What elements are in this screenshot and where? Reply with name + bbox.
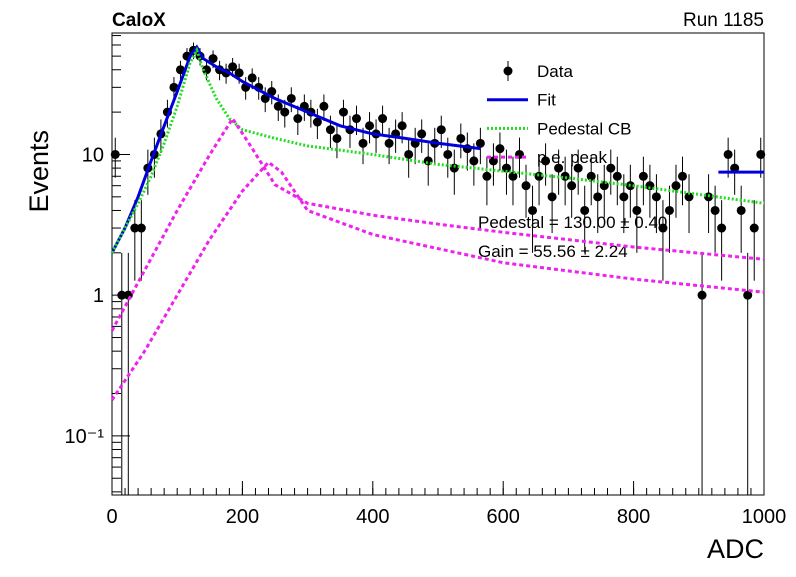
- data-point: [352, 114, 361, 124]
- data-point: [710, 205, 720, 215]
- data-point: [749, 223, 759, 233]
- y-tick-label: 10⁻¹: [65, 426, 105, 448]
- data-point: [632, 205, 642, 215]
- data-point: [293, 114, 303, 124]
- data-point: [730, 163, 740, 173]
- data-point: [130, 223, 140, 233]
- data-point: [638, 171, 648, 181]
- chart-subtitle: Run 1185: [683, 10, 764, 31]
- data-point: [332, 133, 342, 143]
- data-point: [671, 181, 681, 191]
- data-point: [469, 156, 479, 166]
- fit-curve: [110, 115, 765, 401]
- data-point: [482, 171, 492, 181]
- data-point: [547, 192, 557, 202]
- y-axis-title: Events: [24, 130, 54, 213]
- data-point: [110, 149, 120, 159]
- data-point: [554, 163, 564, 173]
- data-point: [580, 205, 590, 215]
- data-point: [234, 68, 244, 78]
- data-point: [280, 107, 290, 117]
- x-axis-title: ADC: [707, 534, 764, 564]
- data-point: [247, 73, 257, 83]
- data-point: [208, 54, 218, 64]
- data-point: [136, 223, 146, 233]
- legend-label: Fit: [537, 91, 556, 110]
- data-point: [717, 223, 727, 233]
- legend-label: Pedestal CB: [537, 119, 632, 138]
- data-point: [378, 114, 388, 124]
- data-point: [449, 163, 459, 173]
- data-point: [443, 149, 453, 159]
- data-point: [567, 181, 577, 191]
- legend-label: Data: [537, 62, 573, 81]
- data-point: [228, 62, 238, 72]
- x-tick-label: 200: [226, 506, 259, 528]
- legend-label: p.e. peak: [537, 148, 607, 167]
- fit-curve: [110, 44, 764, 254]
- data-point: [312, 117, 322, 127]
- x-tick-label: 1000: [742, 506, 787, 528]
- data-point: [175, 65, 185, 75]
- data-point: [319, 101, 329, 111]
- data-point: [723, 149, 733, 159]
- y-tick-label: 10: [82, 144, 104, 166]
- data-point: [664, 205, 674, 215]
- data-point: [541, 156, 551, 166]
- data-point: [397, 121, 407, 131]
- data-point: [743, 290, 753, 300]
- data-point: [501, 163, 511, 173]
- plot-frame: [111, 32, 765, 496]
- x-tick-label: 600: [487, 506, 520, 528]
- data-point: [325, 125, 335, 135]
- data-point: [736, 205, 746, 215]
- fit-curve: [110, 46, 765, 254]
- annotation: Gain = 55.56 ± 2.24: [478, 242, 628, 261]
- data-point: [286, 93, 296, 103]
- data-point: [619, 192, 629, 202]
- annotation: Pedestal = 130.00 ± 0.40: [478, 213, 667, 232]
- data-point: [678, 171, 687, 181]
- data-point: [606, 163, 616, 173]
- chart-title: CaloX: [112, 10, 166, 31]
- x-tick-label: 800: [617, 506, 650, 528]
- data-point: [436, 125, 446, 135]
- data-point: [384, 138, 394, 148]
- legend-marker: [503, 66, 513, 76]
- data-point: [404, 149, 414, 159]
- data-point: [508, 171, 518, 181]
- data-point: [586, 171, 596, 181]
- data-point: [658, 223, 668, 233]
- data-point: [267, 87, 277, 97]
- data-point: [202, 65, 212, 75]
- x-tick-label: 400: [356, 506, 389, 528]
- data-point: [573, 163, 583, 173]
- data-point: [358, 138, 368, 148]
- y-tick-label: 1: [93, 285, 104, 307]
- data-point: [495, 144, 505, 154]
- data-point: [365, 121, 375, 131]
- data-point: [756, 149, 766, 159]
- data-point: [651, 192, 661, 202]
- data-point: [488, 156, 498, 166]
- data-point: [117, 290, 127, 300]
- data-point: [528, 205, 538, 215]
- data-point: [645, 181, 655, 191]
- data-point: [475, 138, 485, 148]
- data-point: [612, 171, 622, 181]
- data-point: [593, 192, 603, 202]
- data-point: [417, 129, 427, 139]
- data-point: [521, 181, 531, 191]
- data-point: [273, 101, 283, 111]
- data-point: [456, 133, 466, 143]
- x-tick-label: 0: [106, 506, 117, 528]
- data-point: [169, 82, 179, 92]
- data-point: [697, 290, 707, 300]
- data-point: [338, 107, 348, 117]
- data-point: [684, 192, 694, 202]
